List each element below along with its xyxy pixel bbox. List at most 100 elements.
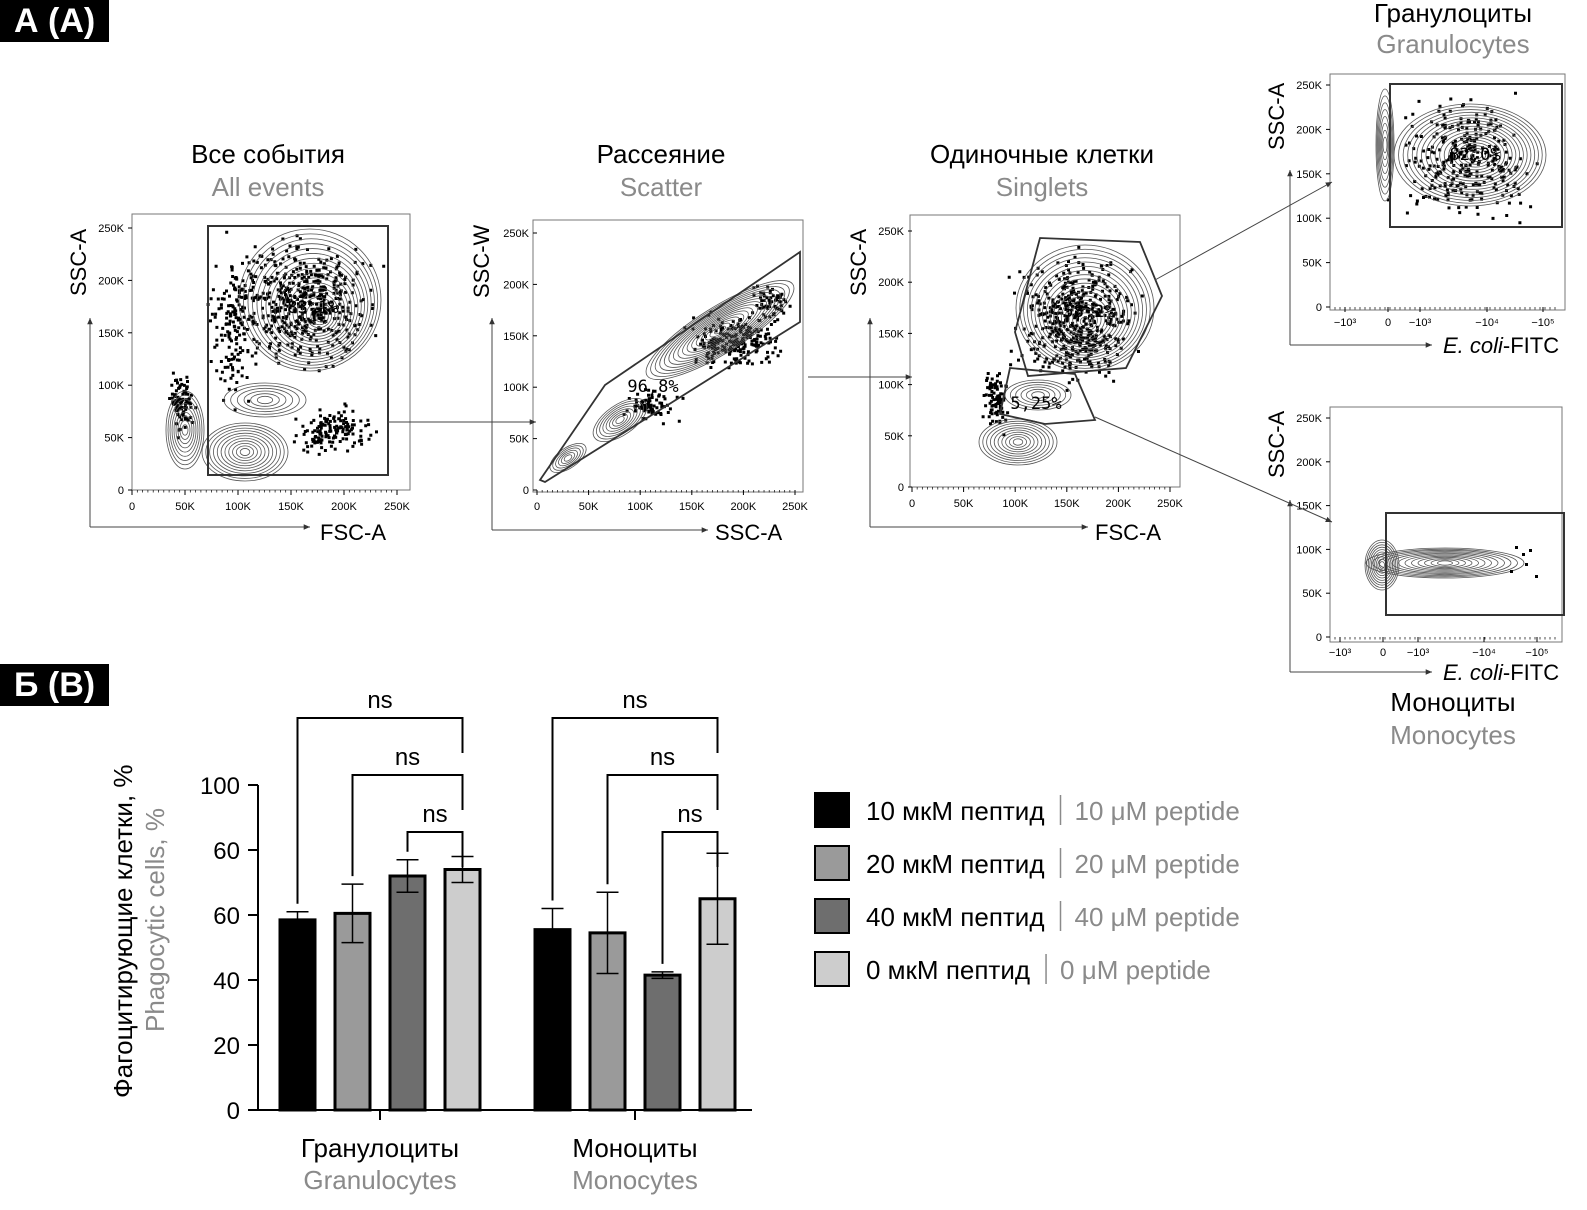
contour-line <box>668 295 772 365</box>
contour-line <box>549 443 587 473</box>
contour-line <box>165 390 205 470</box>
contour-line <box>1421 120 1524 190</box>
contour-line <box>691 310 749 350</box>
plot-mono: E. coli-FITC SSC-A 0 50K 100K 150K 200K 250K −… <box>1264 406 1565 685</box>
contour-line <box>1443 134 1505 176</box>
legend-swatch <box>814 898 850 934</box>
y-tick-label: 250K <box>878 226 904 238</box>
contour-line <box>1372 548 1518 578</box>
x-tick-label: −10³ <box>1329 647 1352 659</box>
contour-line <box>1060 295 1110 340</box>
y-tick-label: 0 <box>1316 632 1322 644</box>
plot-gran-title: Гранулоциты <box>1374 0 1532 28</box>
y-tick-label: 60 <box>213 838 240 865</box>
legend-label-en: 40 μM peptide <box>1075 902 1240 932</box>
y-tick-label: 100 <box>200 773 240 800</box>
contour-line <box>305 301 333 329</box>
y-tick-label: 100K <box>98 380 124 392</box>
bar <box>643 973 682 1112</box>
connector-arrow <box>1154 181 1333 281</box>
plot-gran-ylabel: SSC-A <box>1264 82 1289 150</box>
y-tick-label: 100K <box>1296 544 1322 556</box>
x-tick-label: 50K <box>175 501 195 513</box>
plot-singlets-subtitle: Singlets <box>996 172 1089 202</box>
category-label-en: Monocytes <box>572 1165 698 1195</box>
contour-line <box>256 395 274 405</box>
y-tick-label: 0 <box>227 1098 240 1125</box>
contour-line <box>1049 282 1121 348</box>
legend-label: 20 мкМ пептид <box>866 849 1045 879</box>
x-tick-label: 250K <box>384 501 410 513</box>
contour-line <box>1369 546 1395 584</box>
contour-line <box>238 228 382 372</box>
significance-label: ns <box>677 801 702 828</box>
contour-line <box>236 387 294 413</box>
y-tick-label: 100K <box>878 380 904 392</box>
contour-line <box>1030 261 1140 361</box>
x-tick-label: 150K <box>278 501 304 513</box>
contour-line <box>228 440 262 464</box>
significance-label: ns <box>395 744 420 771</box>
contour-line <box>252 243 372 363</box>
contour-line <box>997 429 1039 455</box>
plot-scatter-ylabel: SSC-W <box>469 224 494 298</box>
plot-scatter-xlabel: SSC-A <box>715 520 783 545</box>
contour-line <box>599 403 641 437</box>
contour-line <box>1068 304 1102 335</box>
contour-line <box>978 418 1058 466</box>
contour-line <box>169 399 201 461</box>
y-tick-label: 0 <box>118 485 124 497</box>
x-tick-label: −10³ <box>1407 647 1430 659</box>
gate-mono <box>1385 512 1565 616</box>
contour-line <box>673 298 767 362</box>
contour-line <box>1379 561 1386 569</box>
legend-label: 0 мкМ пептид <box>866 955 1030 985</box>
event-dots <box>981 245 1144 437</box>
bar-ylabel-en: Phagocytic cells, % <box>140 808 170 1032</box>
y-tick-label: 50K <box>884 431 904 443</box>
contour-line <box>645 280 795 380</box>
contour-line <box>714 325 726 335</box>
x-tick-label: 250K <box>1157 498 1183 510</box>
bar <box>443 868 482 1112</box>
contour-line <box>230 385 300 415</box>
contour-line <box>1366 542 1398 589</box>
contour-line <box>1462 145 1490 165</box>
contour-line <box>292 287 342 337</box>
significance-label: ns <box>622 687 647 714</box>
contour-line <box>695 313 745 347</box>
plot-singlets: FSC-A SSC-A 58,2% 5,25% 00 50K 50K 100K 100K… <box>846 214 1184 545</box>
y-tick-label: 50K <box>509 434 529 446</box>
contour-line <box>274 267 356 349</box>
contour-line <box>602 405 638 435</box>
x-tick-label: −10⁴ <box>1472 647 1496 659</box>
plot-gran-subtitle: Granulocytes <box>1376 29 1529 59</box>
x-tick-label: 100K <box>225 501 251 513</box>
x-tick-label: −10⁵ <box>1525 647 1548 659</box>
gate-all <box>207 225 389 476</box>
contour-line <box>1020 386 1056 404</box>
contour-line <box>663 292 777 368</box>
contour-line <box>677 301 763 359</box>
contour-line <box>1367 544 1397 586</box>
legend-swatch <box>814 792 850 828</box>
contour-line <box>993 427 1043 457</box>
significance-label: ns <box>422 801 447 828</box>
panel-a-tag: А (A) <box>0 0 110 42</box>
contour-line <box>247 238 375 366</box>
contour-line <box>1042 274 1128 353</box>
bar <box>278 918 317 1112</box>
y-tick-label: 150K <box>503 331 529 343</box>
contour-line <box>1430 559 1460 567</box>
contour-line <box>608 410 632 430</box>
contour-line <box>1381 129 1389 161</box>
contour-line <box>310 306 329 326</box>
contour-line <box>256 248 369 360</box>
event-dots <box>168 230 386 456</box>
legend-swatch <box>814 845 850 881</box>
plot-all-ylabel: SSC-A <box>66 228 91 296</box>
y-tick-label: 50K <box>1302 258 1322 270</box>
contour-line <box>1031 391 1045 399</box>
gate-singlets-pct2: 5,25% <box>1010 394 1061 414</box>
contour-line <box>179 420 191 440</box>
